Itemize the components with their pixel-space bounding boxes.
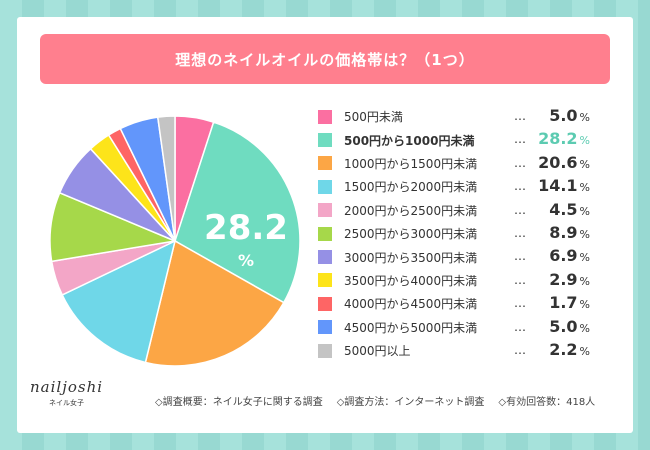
- nailjoshi-logo: nailjoshi ネイル女子: [30, 378, 103, 408]
- legend-swatch: [318, 203, 332, 218]
- legend-label: 5000円以上: [344, 344, 411, 359]
- legend-swatch: [318, 179, 332, 194]
- legend-label: 2000円から2500円未満: [344, 203, 478, 218]
- survey-summary: ◇調査概要：ネイル女子に関する調査: [155, 397, 323, 408]
- legend-swatch: [318, 133, 332, 148]
- legend-item: 3000円から3500円未満 … 6.9%: [318, 245, 608, 268]
- legend-dots: …: [514, 249, 526, 264]
- legend-item: 2000円から2500円未満 … 4.5%: [318, 199, 608, 222]
- legend-label: 2500円から3000円未満: [344, 227, 478, 242]
- legend-swatch: [318, 296, 332, 311]
- legend-label: 3500円から4000円未満: [344, 273, 478, 288]
- legend-value: 2.9%: [549, 269, 590, 289]
- legend-swatch: [318, 273, 332, 288]
- legend-dots: …: [514, 109, 526, 123]
- legend-label: 1000円から1500円未満: [344, 156, 478, 171]
- pie-slice-1: [174, 121, 301, 304]
- legend-item: 1000円から1500円未満 … 20.6%: [318, 152, 608, 175]
- legend-dots: …: [514, 155, 526, 170]
- legend-dots: …: [514, 296, 526, 311]
- chart-title: 理想のネイルオイルの価格帯は？（1つ）: [40, 34, 610, 84]
- logo-subtext: ネイル女子: [49, 399, 85, 407]
- legend-swatch: [318, 343, 332, 358]
- survey-count: ◇有効回答数：418人: [498, 397, 596, 408]
- legend-label: 500円から1000円未満: [344, 133, 475, 148]
- legend-dots: …: [514, 132, 526, 147]
- legend-item: 4000円から4500円未満 … 1.7%: [318, 292, 608, 315]
- legend-value: 20.6%: [538, 152, 590, 172]
- legend-item: 3500円から4000円未満 … 2.9%: [318, 269, 608, 292]
- legend-item: 2500円から3000円未満 … 8.9%: [318, 222, 608, 245]
- pie-slice-3: [61, 239, 177, 364]
- legend-swatch: [318, 109, 332, 124]
- highlight-value: 28.2: [204, 208, 288, 248]
- legend-value: 14.1%: [538, 176, 590, 196]
- legend-dots: …: [514, 342, 526, 357]
- legend-swatch: [318, 226, 332, 241]
- highlight-unit: %: [238, 251, 254, 270]
- legend-item: 4500円から5000円未満 … 5.0%: [318, 316, 608, 339]
- legend-label: 4500円から5000円未満: [344, 320, 478, 335]
- legend-item: 5000円以上 … 2.2%: [318, 339, 608, 362]
- legend-value: 5.0%: [549, 106, 590, 125]
- pie-slice-10: [156, 115, 176, 242]
- legend-value: 1.7%: [549, 293, 590, 313]
- legend-value: 4.5%: [549, 199, 590, 219]
- pie-chart: 28.2%: [49, 115, 301, 367]
- legend-dots: …: [514, 179, 526, 194]
- legend-swatch: [318, 320, 332, 335]
- legend-label: 1500円から2000円未満: [344, 180, 478, 195]
- legend: 500円未満 … 5.0% 500円から1000円未満 … 28.2% 1000円から150…: [318, 105, 608, 362]
- legend-dots: …: [514, 272, 526, 287]
- legend-value: 8.9%: [549, 222, 590, 242]
- legend-item: 1500円から2000円未満 … 14.1%: [318, 175, 608, 198]
- legend-label: 4000円から4500円未満: [344, 297, 478, 312]
- legend-dots: …: [514, 225, 526, 240]
- legend-item: 500円から1000円未満 … 28.2%: [318, 128, 608, 151]
- legend-item: 500円未満 … 5.0%: [318, 105, 608, 128]
- legend-swatch: [318, 250, 332, 265]
- pie-slice-2: [144, 239, 285, 367]
- legend-label: 3000円から3500円未満: [344, 250, 478, 265]
- legend-value: 2.2%: [549, 339, 590, 359]
- legend-swatch: [318, 156, 332, 171]
- legend-label: 500円未満: [344, 110, 403, 125]
- survey-footer: ◇調査概要：ネイル女子に関する調査 ◇調査方法：インターネット調査 ◇有効回答数…: [155, 393, 595, 408]
- logo-text: nailjoshi: [30, 378, 104, 396]
- survey-method: ◇調査方法：インターネット調査: [336, 397, 485, 408]
- legend-dots: …: [514, 319, 526, 334]
- legend-value: 5.0%: [549, 316, 590, 336]
- legend-value: 28.2%: [538, 129, 590, 149]
- legend-dots: …: [514, 202, 526, 217]
- legend-value: 6.9%: [549, 246, 590, 266]
